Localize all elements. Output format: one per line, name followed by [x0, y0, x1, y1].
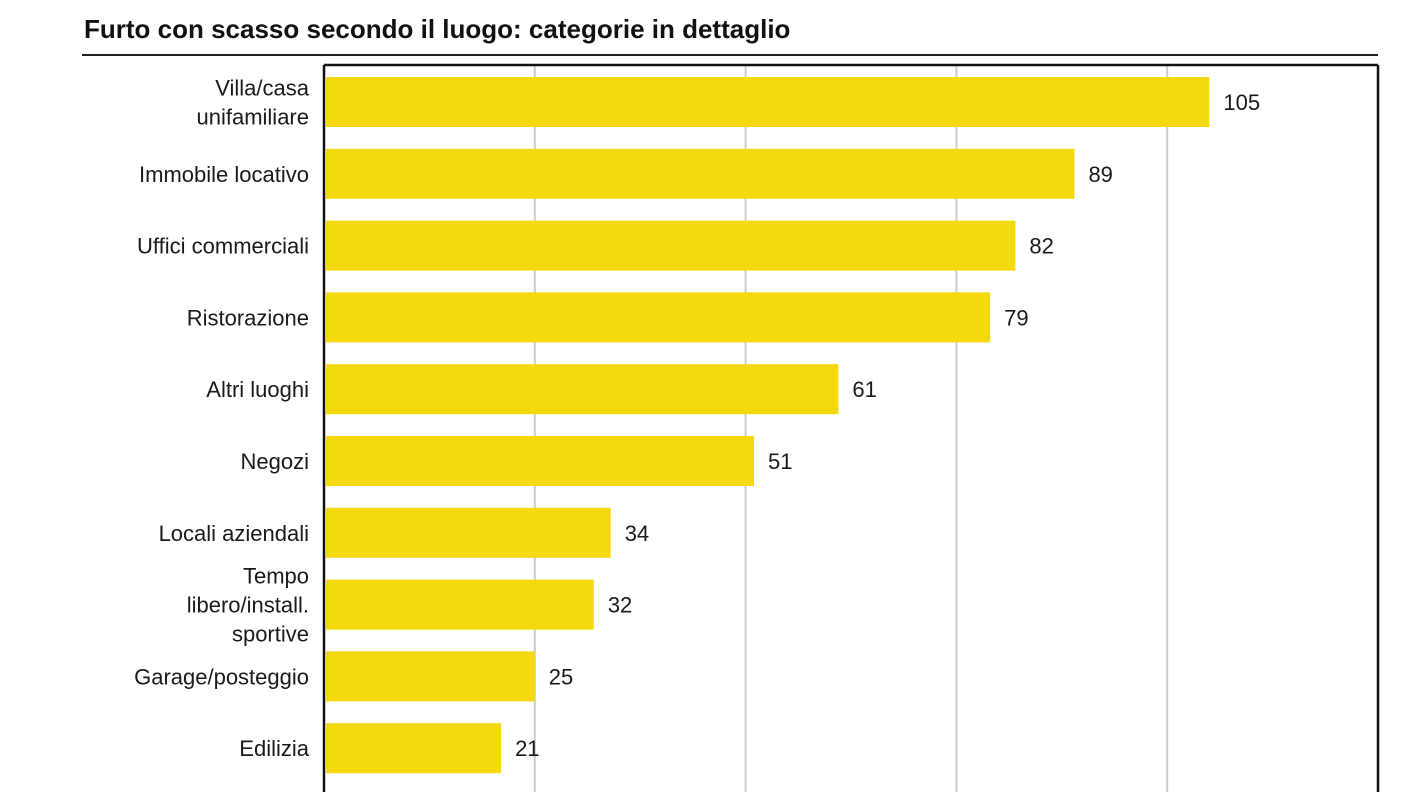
bar [326, 220, 1016, 271]
bar [326, 364, 839, 415]
value-label: 105 [1223, 90, 1260, 115]
category-label: Edilizia [239, 736, 309, 761]
bar [326, 507, 611, 558]
value-label: 79 [1004, 305, 1028, 330]
value-label: 51 [768, 449, 792, 474]
plot-frame [322, 63, 1380, 792]
bar [326, 723, 502, 774]
value-label: 25 [549, 664, 573, 689]
category-label: Ristorazione [187, 305, 309, 330]
bar [326, 579, 594, 630]
bar [326, 77, 1210, 127]
title-rule [82, 54, 1378, 56]
bars [326, 77, 1210, 774]
category-label: Locali aziendali [159, 521, 309, 546]
value-label: 32 [608, 593, 632, 618]
value-label: 61 [852, 377, 876, 402]
value-label: 34 [625, 521, 649, 546]
value-label: 21 [515, 736, 539, 761]
chart-title: Furto con scasso secondo il luogo: categ… [84, 14, 791, 44]
category-label: Negozi [241, 449, 309, 474]
bar [326, 436, 755, 486]
category-label: Garage/posteggio [134, 664, 309, 689]
category-label: Immobile locativo [139, 162, 309, 187]
bar [326, 292, 991, 343]
value-label: 89 [1088, 162, 1112, 187]
value-label: 82 [1029, 234, 1053, 259]
category-label: Villa/casa unifamiliare [197, 76, 310, 130]
category-label: Uffici commerciali [137, 234, 309, 259]
value-labels: 105 89 82 79 61 51 34 32 25 21 [515, 90, 1260, 761]
bar [326, 651, 535, 702]
category-label: Altri luoghi [206, 377, 309, 402]
bar [326, 148, 1075, 199]
category-labels: Villa/casa unifamiliare Immobile locativo U… [134, 76, 310, 762]
category-label: Tempo libero/install. sportive [187, 564, 309, 647]
